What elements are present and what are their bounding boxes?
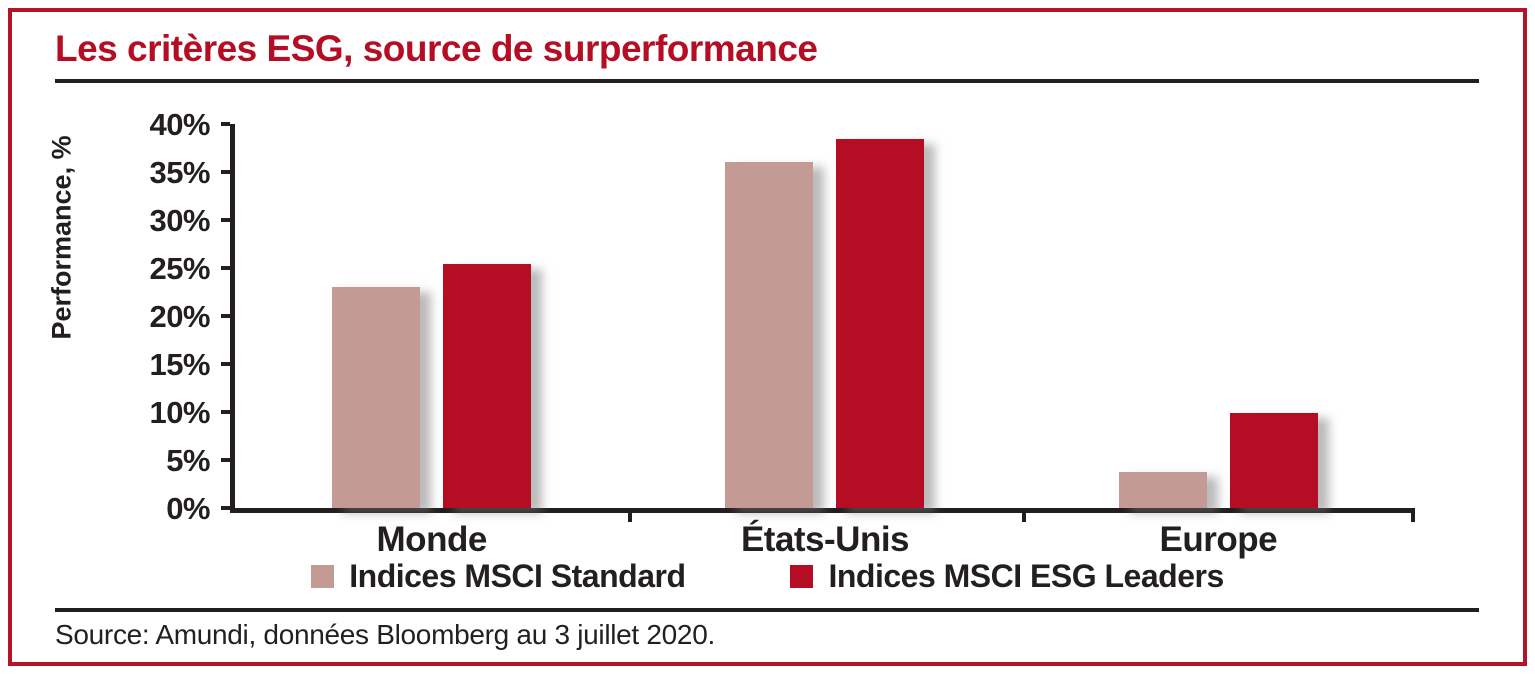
y-tick-label: 25% — [149, 251, 210, 286]
source-rule — [55, 608, 1479, 612]
bar-group: Europe — [1022, 124, 1415, 559]
bar — [725, 162, 814, 508]
y-tick-mark — [221, 458, 230, 462]
x-tick-mark — [1021, 508, 1026, 522]
bar — [1229, 412, 1318, 508]
bar-group: États-Unis — [628, 124, 1021, 559]
bar — [332, 287, 421, 508]
page-frame — [8, 8, 1527, 666]
y-tick-mark — [221, 122, 230, 126]
legend-swatch-icon — [790, 565, 814, 588]
y-tick-mark — [221, 314, 230, 318]
y-tick-mark — [221, 362, 230, 366]
category-label: États-Unis — [740, 520, 910, 559]
y-tick-label: 5% — [166, 443, 210, 478]
category-label: Europe — [1159, 520, 1278, 559]
chart-title: Les critères ESG, source de surperforman… — [55, 28, 818, 69]
y-tick-mark — [221, 266, 230, 270]
title-rule — [55, 79, 1479, 83]
y-tick-label: 10% — [149, 395, 210, 430]
y-tick-label: 30% — [149, 203, 210, 238]
plot-area: 0% 5% 10% 15% 20% 25% 30% 35% 40% Monde États-Unis… — [149, 109, 1415, 559]
y-tick-mark — [221, 170, 230, 174]
y-tick-label: 40% — [149, 107, 210, 142]
y-tick-mark — [221, 410, 230, 414]
legend-label: Indices MSCI Standard — [349, 558, 686, 594]
category-label: Monde — [376, 520, 488, 559]
legend-swatch-icon — [311, 565, 335, 588]
y-tick-mark — [221, 506, 230, 510]
legend: Indices MSCI Standard Indices MSCI ESG Le… — [0, 558, 1535, 595]
y-tick-label: 0% — [166, 491, 210, 526]
bar — [1118, 471, 1207, 508]
y-tick-label: 20% — [149, 299, 210, 334]
y-tick-label: 35% — [149, 155, 210, 190]
bar-group: Monde — [235, 124, 628, 559]
y-axis-label: Performance, % — [46, 135, 77, 340]
legend-item: Indices MSCI Standard — [311, 558, 686, 595]
y-tick-mark — [221, 218, 230, 222]
legend-item: Indices MSCI ESG Leaders — [790, 558, 1224, 595]
legend-label: Indices MSCI ESG Leaders — [828, 558, 1224, 594]
bar — [443, 264, 532, 508]
y-tick-label: 15% — [149, 347, 210, 382]
x-tick-mark — [628, 508, 633, 522]
source-text: Source: Amundi, données Bloomberg au 3 j… — [55, 619, 715, 650]
bar — [836, 139, 925, 508]
x-tick-mark — [1411, 508, 1415, 522]
